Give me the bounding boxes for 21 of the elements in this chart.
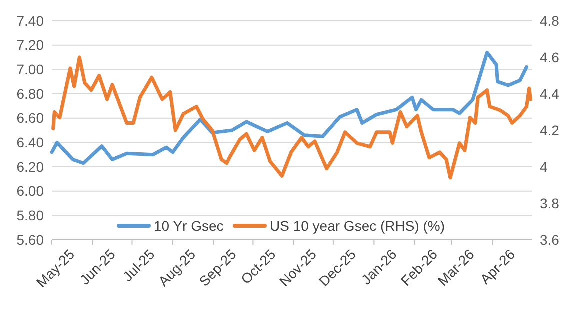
y-tick-label: 6.40 bbox=[16, 134, 44, 151]
line-series bbox=[50, 50, 528, 166]
y-tick-label: 7.40 bbox=[16, 12, 44, 29]
legend-label: 10 Yr Gsec bbox=[154, 218, 224, 234]
y2-tick-label: 4.2 bbox=[540, 122, 560, 138]
y-tick-label: 7.20 bbox=[16, 37, 44, 54]
y2-tick-label: 3.6 bbox=[540, 232, 560, 248]
y-tick-label: 6.00 bbox=[16, 183, 44, 200]
line-series bbox=[52, 56, 532, 180]
legend-label: US 10 year Gsec (RHS) (%) bbox=[270, 218, 446, 234]
y2-tick-label: 3.8 bbox=[540, 195, 560, 212]
y-tick-label: 6.60 bbox=[16, 110, 44, 126]
y-tick-label: 5.60 bbox=[16, 232, 44, 248]
y-tick-label: 6.80 bbox=[16, 86, 44, 102]
y2-tick-label: 4.8 bbox=[540, 12, 560, 29]
y-tick-label: 7.00 bbox=[16, 62, 44, 78]
y2-tick-label: 4 bbox=[540, 158, 548, 175]
y-tick-label: 6.20 bbox=[16, 158, 44, 175]
y2-tick-label: 4.6 bbox=[540, 49, 560, 66]
y2-tick-label: 4.4 bbox=[540, 86, 560, 102]
y-tick-label: 5.80 bbox=[16, 208, 44, 224]
